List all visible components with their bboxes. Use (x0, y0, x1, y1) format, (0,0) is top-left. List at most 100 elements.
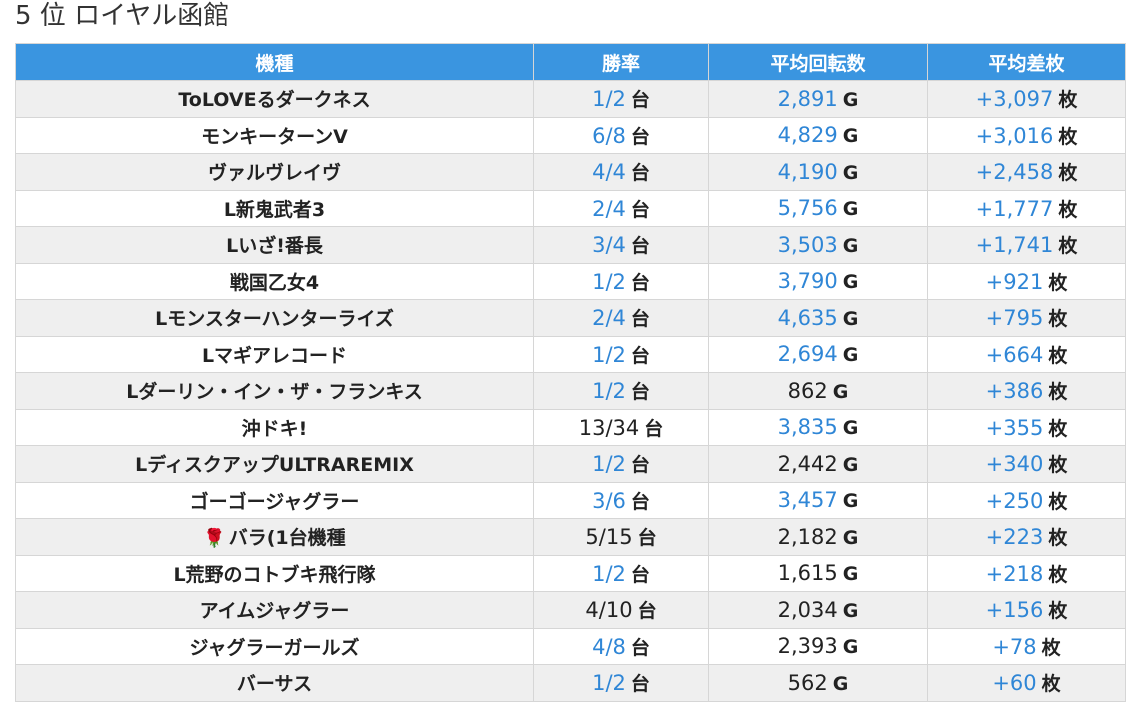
table-row[interactable]: 戦国乙女4 1/2 台 3,790 G +921 枚 (15, 262, 1126, 300)
avg-spins-cell-value[interactable]: 4,190 (777, 159, 838, 184)
machine-cell[interactable]: ゴーゴージャグラー (15, 481, 534, 519)
machine-cell[interactable]: バーサス (15, 664, 534, 702)
win-rate-cell-value[interactable]: 2/4 (592, 196, 626, 221)
machine-name: Lダーリン・イン・ザ・フランキス (126, 381, 423, 404)
win-rate-cell: 2/4 台 (533, 189, 709, 227)
win-rate-cell: 3/6 台 (533, 481, 709, 519)
machine-cell[interactable]: 沖ドキ! (15, 408, 534, 446)
table-row[interactable]: 🌹 バラ(1台機種 5/15 台 2,182 G +223 枚 (15, 518, 1126, 556)
machine-cell[interactable]: Lマギアレコード (15, 335, 534, 373)
win-rate-cell-value[interactable]: 2/4 (592, 306, 626, 331)
table-row[interactable]: ゴーゴージャグラー 3/6 台 3,457 G +250 枚 (15, 481, 1126, 519)
win-rate-cell-value[interactable]: 1/2 (592, 87, 626, 112)
win-rate-cell-value[interactable]: 1/2 (592, 671, 626, 696)
avg-diff-cell-unit: 枚 (1048, 454, 1068, 477)
table-row[interactable]: モンキーターンV 6/8 台 4,829 G +3,016 枚 (15, 116, 1126, 154)
machine-cell[interactable]: Lいざ!番長 (15, 226, 534, 264)
table-row[interactable]: ヴァルヴレイヴ 4/4 台 4,190 G +2,458 枚 (15, 153, 1126, 191)
avg-spins-cell-value[interactable]: 3,835 (777, 415, 838, 440)
avg-spins-cell-unit: G (842, 161, 859, 184)
avg-spins-cell-value[interactable]: 3,790 (777, 269, 838, 294)
table-row[interactable]: Lモンスターハンターライズ 2/4 台 4,635 G +795 枚 (15, 299, 1126, 337)
machine-cell[interactable]: モンキーターンV (15, 116, 534, 154)
avg-diff-cell-value[interactable]: +795 (985, 306, 1044, 331)
avg-spins-cell: 1,615 G (708, 554, 928, 592)
avg-spins-cell-value[interactable]: 3,457 (777, 488, 838, 513)
table-row[interactable]: アイムジャグラー 4/10 台 2,034 G +156 枚 (15, 591, 1126, 629)
avg-spins-cell: 4,829 G (708, 116, 928, 154)
table-row[interactable]: バーサス 1/2 台 562 G +60 枚 (15, 664, 1126, 702)
table-row[interactable]: L新鬼武者3 2/4 台 5,756 G +1,777 枚 (15, 189, 1126, 227)
avg-diff-cell-unit: 枚 (1058, 235, 1078, 258)
avg-diff-cell-value[interactable]: +78 (992, 634, 1037, 659)
machine-name: モンキーターンV (201, 125, 348, 148)
avg-diff-cell-value[interactable]: +60 (992, 671, 1037, 696)
avg-diff-cell-value[interactable]: +3,016 (975, 123, 1054, 148)
avg-spins-cell-value[interactable]: 5,756 (777, 196, 838, 221)
avg-spins-cell: 2,442 G (708, 445, 928, 483)
avg-spins-cell: 4,190 G (708, 153, 928, 191)
machine-cell[interactable]: アイムジャグラー (15, 591, 534, 629)
win-rate-cell-value[interactable]: 4/8 (592, 634, 626, 659)
win-rate-cell-value[interactable]: 1/2 (592, 379, 626, 404)
avg-diff-cell-value[interactable]: +156 (985, 598, 1044, 623)
machine-cell[interactable]: 🌹 バラ(1台機種 (15, 518, 534, 556)
avg-diff-cell-value[interactable]: +3,097 (975, 87, 1054, 112)
machine-cell[interactable]: ヴァルヴレイヴ (15, 153, 534, 191)
table-row[interactable]: 沖ドキ! 13/34 台 3,835 G +355 枚 (15, 408, 1126, 446)
win-rate-cell-value[interactable]: 1/2 (592, 342, 626, 367)
avg-diff-cell: +156 枚 (927, 591, 1126, 629)
avg-diff-cell-unit: 枚 (1048, 344, 1068, 367)
avg-diff-cell-value[interactable]: +921 (985, 269, 1044, 294)
avg-spins-cell-value[interactable]: 3,503 (777, 232, 838, 257)
win-rate-cell: 2/4 台 (533, 299, 709, 337)
avg-diff-cell-value[interactable]: +1,741 (975, 233, 1054, 258)
win-rate-cell-unit: 台 (630, 381, 650, 404)
table-row[interactable]: L荒野のコトブキ飛行隊 1/2 台 1,615 G +218 枚 (15, 554, 1126, 592)
avg-diff-cell-value[interactable]: +340 (985, 452, 1044, 477)
win-rate-cell-value[interactable]: 4/4 (592, 160, 626, 185)
avg-diff-cell-value[interactable]: +218 (985, 561, 1044, 586)
win-rate-cell-value[interactable]: 6/8 (592, 123, 626, 148)
table-row[interactable]: Lダーリン・イン・ザ・フランキス 1/2 台 862 G +386 枚 (15, 372, 1126, 410)
machine-cell[interactable]: 戦国乙女4 (15, 262, 534, 300)
avg-diff-cell-value[interactable]: +250 (985, 488, 1044, 513)
avg-spins-cell-value[interactable]: 4,635 (777, 305, 838, 330)
win-rate-cell: 1/2 台 (533, 80, 709, 118)
avg-diff-cell-value[interactable]: +223 (985, 525, 1044, 550)
avg-diff-cell-value[interactable]: +355 (985, 415, 1044, 440)
table-row[interactable]: Lいざ!番長 3/4 台 3,503 G +1,741 枚 (15, 226, 1126, 264)
avg-diff-cell-unit: 枚 (1048, 417, 1068, 440)
win-rate-cell-value[interactable]: 3/6 (592, 488, 626, 513)
machine-cell[interactable]: LディスクアップULTRAREMIX (15, 445, 534, 483)
avg-spins-cell-value[interactable]: 2,694 (777, 342, 838, 367)
win-rate-cell-value[interactable]: 1/2 (592, 269, 626, 294)
win-rate-cell-value[interactable]: 3/4 (592, 233, 626, 258)
machine-cell[interactable]: L荒野のコトブキ飛行隊 (15, 554, 534, 592)
machine-name: L荒野のコトブキ飛行隊 (173, 563, 376, 586)
avg-diff-cell-value[interactable]: +2,458 (975, 160, 1054, 185)
table-row[interactable]: Lマギアレコード 1/2 台 2,694 G +664 枚 (15, 335, 1126, 373)
win-rate-cell-unit: 台 (644, 417, 664, 440)
avg-spins-cell-value[interactable]: 2,891 (777, 86, 838, 111)
win-rate-cell-value[interactable]: 1/2 (592, 452, 626, 477)
machine-cell[interactable]: ジャグラーガールズ (15, 627, 534, 665)
machine-cell[interactable]: L新鬼武者3 (15, 189, 534, 227)
machine-cell[interactable]: Lダーリン・イン・ザ・フランキス (15, 372, 534, 410)
avg-diff-cell-value[interactable]: +664 (985, 342, 1044, 367)
win-rate-cell: 1/2 台 (533, 554, 709, 592)
win-rate-cell-value[interactable]: 1/2 (592, 561, 626, 586)
avg-diff-cell-value[interactable]: +1,777 (975, 196, 1054, 221)
machine-cell[interactable]: Lモンスターハンターライズ (15, 299, 534, 337)
table-row[interactable]: ToLOVEるダークネス 1/2 台 2,891 G +3,097 枚 (15, 80, 1126, 118)
win-rate-cell: 5/15 台 (533, 518, 709, 556)
avg-diff-cell-value[interactable]: +386 (985, 379, 1044, 404)
win-rate-cell-value: 13/34 (578, 415, 640, 440)
table-body: ToLOVEるダークネス 1/2 台 2,891 G +3,097 枚モンキーターンV 6/8… (15, 80, 1126, 702)
table-row[interactable]: LディスクアップULTRAREMIX 1/2 台 2,442 G +340 枚 (15, 445, 1126, 483)
machine-cell[interactable]: ToLOVEるダークネス (15, 80, 534, 118)
avg-spins-cell-unit: G (832, 380, 849, 403)
avg-spins-cell: 2,891 G (708, 80, 928, 118)
table-row[interactable]: ジャグラーガールズ 4/8 台 2,393 G +78 枚 (15, 627, 1126, 665)
avg-spins-cell-value[interactable]: 4,829 (777, 123, 838, 148)
